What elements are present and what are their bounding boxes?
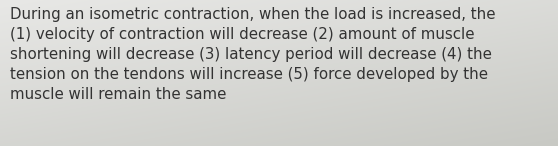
- Text: During an isometric contraction, when the load is increased, the
(1) velocity of: During an isometric contraction, when th…: [10, 7, 496, 102]
